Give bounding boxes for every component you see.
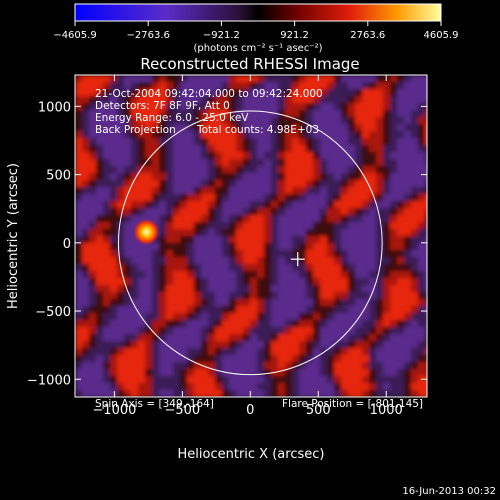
annotation-time-range: 21-Oct-2004 09:42:04.000 to 09:42:24.000 — [95, 88, 323, 100]
crosshair-marker — [290, 252, 305, 267]
y-axis-label: Heliocentric Y (arcsec) — [6, 163, 21, 309]
y-tick-label: −1000 — [27, 373, 71, 388]
colorbar-tick-label: −921.2 — [203, 30, 240, 41]
y-tick-label: −500 — [35, 305, 71, 320]
colorbar-tick-label: −2763.6 — [127, 30, 170, 41]
plot-frame — [74, 74, 428, 398]
x-tick-label: 0 — [246, 403, 254, 418]
annotation-counts: Total counts: 4.98E+03 — [196, 124, 319, 136]
colorbar-ticks: −4605.9 −2763.6 −921.2 921.2 2763.6 4605.9 — [53, 21, 459, 41]
x-tick-label: 500 — [306, 403, 331, 418]
timestamp: 16-Jun-2013 00:32 — [402, 486, 496, 497]
x-tick-label: −1000 — [92, 403, 136, 418]
annotation-method: Back Projection — [95, 124, 176, 136]
annotation-energy: Energy Range: 6.0 - 25.0 keV — [95, 112, 249, 124]
colorbar-tick-label: 921.2 — [280, 30, 309, 41]
y-axis-ticks: −1000 −500 0 500 1000 — [27, 100, 427, 388]
chart-title: Reconstructed RHESSI Image — [140, 55, 359, 73]
colorbar — [74, 3, 442, 22]
x-tick-label: 1000 — [370, 403, 403, 418]
annotation-flare-position: Flare Position = [-801,145] — [282, 398, 423, 410]
y-tick-label: 500 — [46, 169, 71, 184]
solar-limb — [117, 110, 383, 376]
image-texture — [75, 75, 427, 397]
annotation-detectors: Detectors: 7F 8F 9F, Att 0 — [95, 100, 230, 112]
y-tick-label: 0 — [63, 237, 71, 252]
x-axis-label: Heliocentric X (arcsec) — [178, 447, 325, 462]
flare-source — [133, 219, 160, 246]
colorbar-tick-label: 2763.6 — [350, 30, 385, 41]
colorbar-tick-label: 4605.9 — [424, 30, 459, 41]
colorbar-tick-label: −4605.9 — [53, 30, 96, 41]
x-axis-ticks: −1000 −500 0 500 1000 — [92, 75, 403, 418]
colorbar-unit-label: (photons cm⁻² s⁻¹ asec⁻²) — [193, 43, 322, 54]
annotation-spin-axis: Spin Axis = [349,-164] — [95, 398, 214, 410]
y-tick-label: 1000 — [38, 100, 71, 115]
x-tick-label: −500 — [165, 403, 201, 418]
